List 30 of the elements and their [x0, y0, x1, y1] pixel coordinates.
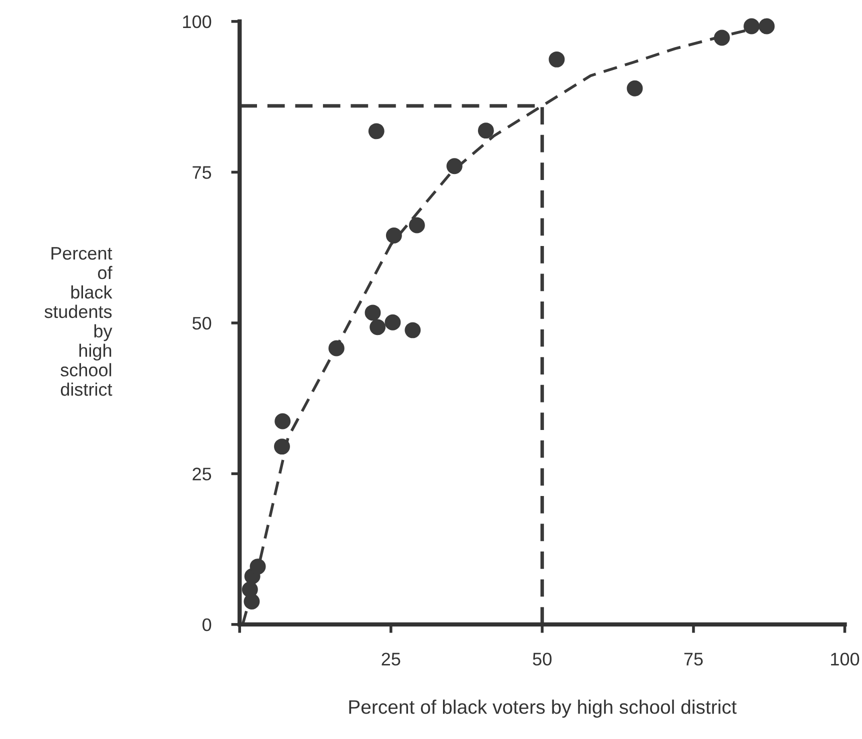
point [744, 18, 760, 34]
point [250, 558, 266, 575]
point [242, 582, 258, 598]
point [364, 304, 381, 321]
y-tick-label: 25 [192, 468, 212, 480]
x-tick-label: 50 [532, 652, 552, 666]
point [478, 122, 494, 139]
y-tick-label: 0 [202, 618, 212, 632]
point [368, 123, 384, 140]
y-axis-title: Percent of black students by high school district [44, 247, 112, 396]
y-tick-label: 100 [183, 15, 212, 28]
point [274, 438, 290, 455]
point [328, 340, 344, 356]
point [386, 228, 402, 244]
point [548, 51, 565, 68]
point [384, 314, 401, 330]
point [758, 18, 775, 34]
point [714, 30, 730, 46]
point [408, 217, 425, 234]
x-tick-label: 100 [831, 652, 860, 666]
point [446, 158, 462, 174]
y-tick-label: 50 [192, 316, 212, 330]
x-axis-title: Percent of black voters by high school district [349, 700, 737, 718]
point [274, 413, 291, 430]
x-tick-label: 75 [684, 652, 703, 666]
point [404, 322, 421, 338]
y-tick-label: 75 [192, 166, 212, 179]
x-tick-label: 25 [382, 652, 400, 666]
point [370, 319, 386, 336]
point [626, 80, 643, 96]
